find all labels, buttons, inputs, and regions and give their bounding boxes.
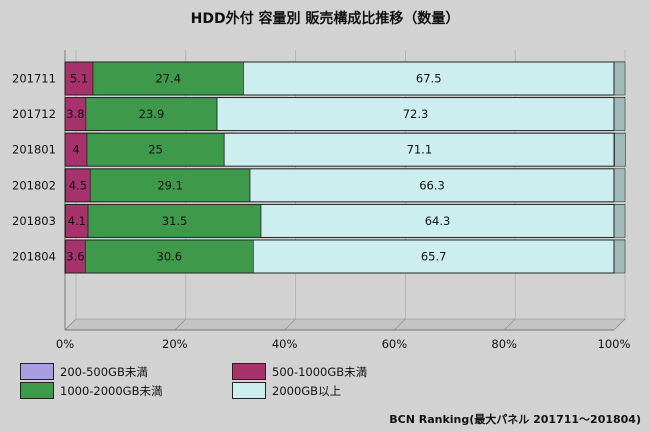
data-label: 25 bbox=[148, 143, 163, 157]
x-tick-label: 100% bbox=[598, 337, 631, 351]
legend-swatch-2000 bbox=[232, 382, 266, 399]
category-label: 201712 bbox=[12, 107, 56, 121]
legend-item-1000-2000: 1000-2000GB未満 bbox=[20, 382, 162, 399]
bar-segment bbox=[87, 204, 262, 238]
x-tick-label: 0% bbox=[56, 337, 74, 351]
legend-label-2000: 2000GB以上 bbox=[272, 383, 342, 398]
data-label: 29.1 bbox=[157, 178, 183, 192]
bar-segment bbox=[64, 61, 94, 96]
bar-segment bbox=[65, 168, 91, 203]
bar-outline bbox=[64, 97, 615, 132]
category-label: 201803 bbox=[12, 214, 56, 228]
bar-segment-side bbox=[613, 239, 626, 274]
legend-swatch-1000-2000 bbox=[20, 382, 54, 399]
bar-outline bbox=[64, 239, 615, 274]
gridline-floor bbox=[394, 318, 406, 331]
gridline-floor bbox=[174, 318, 187, 331]
category-label: 201802 bbox=[12, 178, 56, 192]
source-credit: BCN Ranking(最大パネル 201711～201804) bbox=[389, 413, 641, 426]
bar-segment bbox=[216, 97, 615, 131]
bar-segment bbox=[86, 132, 225, 167]
plot-floor bbox=[64, 318, 626, 331]
data-label: 65.7 bbox=[421, 250, 447, 264]
bar-segment bbox=[92, 61, 244, 96]
legend-swatch-500-1000 bbox=[232, 363, 266, 380]
bar-segment bbox=[243, 61, 615, 96]
gridline-floor bbox=[284, 318, 296, 331]
bar-segment bbox=[85, 97, 218, 131]
data-label: 30.6 bbox=[157, 250, 183, 264]
legend-label-200-500: 200-500GB未満 bbox=[60, 364, 148, 379]
x-tick-label: 20% bbox=[162, 337, 188, 351]
data-label: 72.3 bbox=[403, 107, 429, 121]
category-label: 201804 bbox=[12, 250, 56, 264]
data-label: 67.5 bbox=[416, 72, 442, 86]
chart-title: HDD外付 容量別 販売構成比推移（数量） bbox=[190, 11, 460, 27]
bar-segment-side bbox=[613, 97, 626, 131]
bar-segment bbox=[223, 132, 615, 167]
bar-outline bbox=[64, 203, 615, 238]
gridline-floor bbox=[503, 318, 516, 331]
bar-segment-side bbox=[613, 168, 626, 203]
legend-label-500-1000: 500-1000GB未満 bbox=[272, 364, 368, 379]
x-tick-label: 80% bbox=[491, 337, 517, 351]
data-label: 3.6 bbox=[66, 250, 84, 264]
legend-item-2000: 2000GB以上 bbox=[232, 382, 341, 399]
bar-segment-side bbox=[614, 132, 626, 167]
gridline-floor bbox=[613, 318, 626, 331]
legend-swatch-200-500 bbox=[20, 363, 54, 380]
bar-outline bbox=[64, 61, 615, 96]
x-tick-label: 40% bbox=[272, 337, 298, 351]
bar-segment-side bbox=[613, 61, 626, 96]
data-label: 4.1 bbox=[68, 214, 86, 228]
data-label: 27.4 bbox=[155, 72, 181, 86]
legend-item-200-500: 200-500GB未満 bbox=[20, 363, 148, 380]
legend-label-1000-2000: 1000-2000GB未満 bbox=[60, 383, 163, 398]
bar-outline bbox=[64, 132, 615, 167]
data-label: 23.9 bbox=[139, 107, 165, 121]
category-label: 201711 bbox=[12, 72, 56, 86]
data-label: 4 bbox=[72, 143, 79, 157]
data-label: 31.5 bbox=[162, 214, 188, 228]
data-label: 3.8 bbox=[66, 107, 84, 121]
gridline-floor bbox=[64, 318, 77, 331]
legend-item-500-1000: 500-1000GB未満 bbox=[232, 363, 367, 380]
bar-outline bbox=[64, 168, 615, 203]
data-label: 4.5 bbox=[69, 178, 87, 192]
data-label: 5.1 bbox=[70, 72, 88, 86]
data-label: 66.3 bbox=[419, 178, 445, 192]
category-label: 201801 bbox=[12, 143, 56, 157]
bar-segment-side bbox=[613, 204, 626, 238]
data-label: 64.3 bbox=[425, 214, 451, 228]
data-label: 71.1 bbox=[407, 143, 433, 157]
bar-segment bbox=[84, 239, 254, 274]
x-tick-label: 60% bbox=[382, 337, 408, 351]
